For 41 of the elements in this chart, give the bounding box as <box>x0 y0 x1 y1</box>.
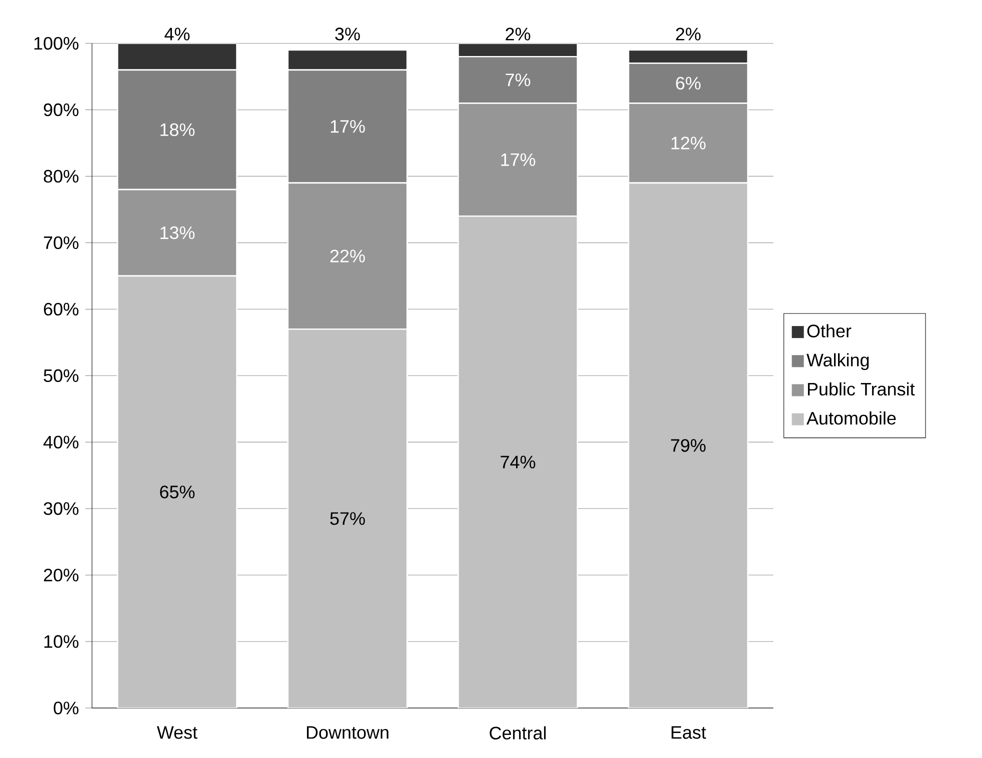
data-label: 65% <box>160 486 195 498</box>
data-label: 74% <box>500 456 536 468</box>
data-label: 17% <box>501 153 536 166</box>
y-tick-label: 20% <box>44 568 78 582</box>
data-label: 2% <box>676 28 701 40</box>
legend-label: Other <box>807 324 852 338</box>
data-label: 22% <box>330 250 365 262</box>
y-tick-label: 10% <box>44 635 78 648</box>
data-label: 79% <box>671 439 706 452</box>
bar <box>628 182 748 708</box>
data-label: 17% <box>330 120 365 133</box>
y-tick-label: 70% <box>44 236 78 250</box>
bar <box>116 43 238 71</box>
legend-label: Walking <box>806 353 869 370</box>
bar <box>287 49 408 71</box>
data-label: 7% <box>506 74 530 86</box>
y-tick-label: 30% <box>44 502 78 515</box>
y-tick-label: 50% <box>44 369 78 382</box>
x-tick-label: West <box>156 726 198 739</box>
legend-label: Public Transit <box>808 382 915 396</box>
data-label: 3% <box>335 28 360 40</box>
data-label: 12% <box>672 136 706 150</box>
y-tick-label: 90% <box>44 103 78 116</box>
bar <box>116 275 238 708</box>
bar <box>458 215 578 708</box>
data-label: 2% <box>506 28 530 40</box>
x-tick-label: Central <box>490 726 546 740</box>
bar <box>287 328 408 708</box>
y-tick-label: 40% <box>43 436 78 448</box>
data-label: 13% <box>160 226 195 240</box>
y-tick-label: 60% <box>44 302 78 316</box>
legend-label: Automobile <box>806 411 896 425</box>
x-tick-label: East <box>672 726 706 739</box>
data-label: 57% <box>330 512 365 525</box>
data-label: 18% <box>160 123 195 136</box>
x-tick-label: Downtown <box>306 726 388 739</box>
data-label: 4% <box>164 28 190 40</box>
data-label: 6% <box>676 76 701 90</box>
y-tick-label: 80% <box>44 170 78 183</box>
y-tick-label: 100% <box>34 36 78 50</box>
y-tick-label: 0% <box>54 702 78 714</box>
